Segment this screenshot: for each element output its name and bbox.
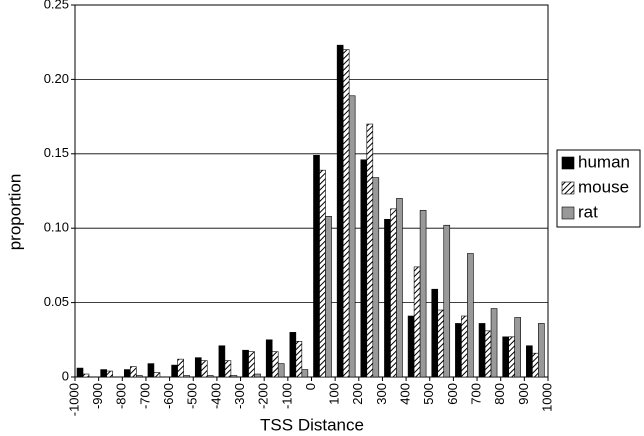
bar [455, 323, 462, 378]
bar [478, 323, 486, 378]
y-tick-label: 0.20 [44, 71, 69, 86]
plot-area [74, 4, 549, 378]
x-tick-label: 300 [374, 383, 389, 405]
bar [514, 317, 522, 378]
bar [502, 336, 510, 378]
bar [124, 369, 131, 378]
legend-swatch [561, 181, 575, 195]
x-tick-label: -300 [232, 383, 247, 409]
x-tick-label: 100 [327, 383, 342, 405]
bar [224, 360, 232, 378]
bar [248, 351, 255, 378]
bar [206, 375, 214, 378]
bar [407, 315, 415, 378]
y-tick-label: 0.10 [44, 220, 69, 235]
x-tick-label: -900 [90, 383, 105, 409]
legend-label: human [578, 152, 630, 171]
bar [431, 288, 439, 378]
bar [313, 154, 320, 378]
x-tick-label: -1000 [66, 383, 81, 416]
bar [390, 208, 397, 378]
bar [301, 369, 309, 378]
bar [467, 253, 474, 378]
bar [171, 364, 178, 378]
bar [372, 177, 380, 378]
bar [147, 363, 155, 378]
bar [136, 375, 143, 378]
y-tick-label: 0.15 [44, 145, 69, 160]
x-tick-label: 600 [445, 383, 460, 405]
bar [254, 373, 261, 378]
bar [443, 224, 451, 378]
bar [437, 309, 445, 378]
bar [183, 375, 190, 378]
bar [348, 95, 356, 378]
bar [384, 218, 391, 378]
bar [289, 332, 297, 378]
bar [130, 366, 137, 378]
bar [230, 375, 238, 378]
x-tick-label: 500 [421, 383, 436, 405]
x-tick-label: 900 [516, 383, 531, 405]
bar [419, 210, 427, 378]
bar [508, 336, 516, 378]
bar [366, 123, 374, 378]
bar [295, 340, 303, 378]
bar [413, 266, 421, 378]
bar [242, 349, 249, 378]
y-axis-label: proportion [5, 174, 24, 251]
x-axis-label: TSS Distance [260, 415, 364, 434]
x-tick-label: -400 [208, 383, 223, 409]
bar [265, 339, 273, 378]
bar [396, 198, 403, 378]
y-tick-label: 0.25 [44, 0, 69, 11]
x-tick-label: -200 [256, 383, 271, 409]
bar [277, 363, 285, 378]
bar [490, 308, 498, 378]
x-tick-label: 200 [350, 383, 365, 405]
bar [532, 352, 539, 378]
x-tick-label: -100 [279, 383, 294, 409]
bar [325, 215, 332, 378]
x-tick-label: -600 [161, 383, 176, 409]
bar [153, 372, 161, 378]
bar [100, 369, 107, 378]
bar [271, 351, 279, 378]
legend-swatch [561, 206, 575, 220]
y-tick-label: 0 [62, 368, 69, 383]
x-tick-label: -800 [114, 383, 129, 409]
legend-swatch [561, 156, 575, 170]
bar [82, 373, 90, 378]
x-tick-label: 700 [468, 383, 483, 405]
x-tick-label: 800 [492, 383, 507, 405]
bar [194, 357, 202, 378]
bar [177, 358, 184, 378]
bar [200, 360, 208, 378]
x-tick-label: -500 [185, 383, 200, 409]
y-tick-label: 0.05 [44, 294, 69, 309]
legend-label: rat [578, 202, 598, 221]
bar [526, 345, 533, 378]
bar [106, 370, 113, 378]
bar [336, 44, 344, 378]
bar [218, 345, 226, 378]
bar [319, 169, 326, 378]
legend-label: mouse [578, 177, 629, 196]
bar [342, 49, 350, 378]
bar [360, 159, 368, 378]
x-tick-label: 0 [303, 383, 318, 390]
x-tick-label: -700 [137, 383, 152, 409]
bar [461, 315, 468, 378]
x-tick-label: 400 [398, 383, 413, 405]
bar [76, 367, 84, 378]
bar [484, 330, 492, 378]
bar [538, 323, 545, 378]
x-tick-label: 1000 [539, 383, 554, 412]
